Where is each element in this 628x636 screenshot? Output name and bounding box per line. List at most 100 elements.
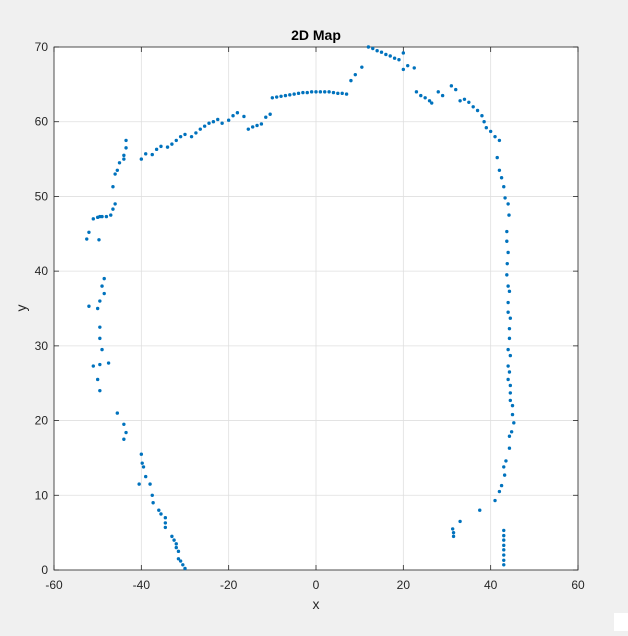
data-point: [502, 473, 507, 477]
data-point: [150, 152, 154, 157]
data-point: [507, 434, 512, 438]
data-point: [283, 93, 288, 98]
data-point: [154, 147, 159, 152]
data-point: [194, 131, 198, 135]
data-point: [157, 508, 161, 512]
x-tick-label: -20: [220, 578, 238, 592]
data-point: [148, 482, 152, 486]
data-point: [449, 84, 454, 88]
data-point: [450, 527, 455, 531]
data-point: [174, 138, 178, 143]
data-point: [246, 127, 251, 131]
data-point: [259, 122, 264, 126]
data-point: [506, 250, 510, 255]
data-point: [109, 213, 113, 217]
y-tick-label: 10: [35, 488, 49, 502]
data-point: [97, 238, 101, 242]
data-point: [139, 452, 144, 456]
data-point: [502, 538, 506, 542]
data-point: [314, 90, 318, 94]
data-point: [98, 362, 102, 367]
data-point: [139, 157, 144, 161]
data-point: [366, 45, 371, 49]
data-point: [181, 563, 185, 567]
data-point: [505, 229, 509, 234]
data-point: [122, 157, 126, 161]
data-point: [502, 465, 506, 469]
x-tick-label: -60: [45, 578, 63, 592]
data-point: [106, 361, 111, 365]
data-point: [353, 72, 357, 77]
data-point: [87, 230, 91, 234]
data-point: [151, 501, 155, 505]
data-point: [507, 336, 512, 341]
data-point: [506, 364, 510, 368]
data-point: [140, 461, 144, 465]
data-point: [508, 353, 513, 358]
data-point: [98, 214, 102, 219]
data-point: [475, 108, 480, 113]
data-point: [360, 65, 364, 69]
data-point: [510, 403, 515, 408]
data-point: [502, 543, 506, 548]
data-point: [406, 63, 410, 68]
data-point: [507, 446, 512, 450]
data-point: [454, 87, 458, 92]
data-point: [95, 306, 100, 311]
data-point: [115, 168, 120, 172]
data-point: [176, 549, 181, 554]
data-point: [183, 566, 187, 571]
data-point: [85, 237, 89, 241]
data-point: [137, 482, 141, 486]
data-point: [279, 94, 283, 99]
data-point: [124, 138, 128, 143]
y-tick-label: 40: [35, 264, 49, 278]
y-tick-label: 60: [35, 115, 49, 129]
data-point: [91, 217, 96, 221]
data-point: [301, 90, 305, 95]
data-point: [502, 558, 506, 562]
data-point: [508, 383, 513, 388]
axis-ticks: -60 -40 -20 0 20 40 60 0 10 20 30 40 50 60 70: [35, 40, 585, 592]
data-point: [144, 152, 148, 156]
data-point: [419, 93, 423, 98]
y-tick-label: 70: [35, 40, 49, 54]
data-point: [371, 46, 375, 51]
data-point: [178, 134, 183, 139]
data-point: [124, 146, 128, 150]
data-point: [318, 90, 323, 94]
data-point: [226, 118, 231, 122]
x-tick-label: 40: [484, 578, 498, 592]
data-point: [100, 347, 104, 352]
data-point: [268, 112, 272, 116]
data-point: [172, 538, 176, 542]
data-point: [98, 299, 102, 303]
data-point: [331, 90, 336, 95]
data-point: [401, 51, 406, 55]
data-point: [506, 377, 510, 382]
data-point: [207, 121, 211, 125]
data-point: [502, 528, 506, 533]
data-point: [505, 273, 509, 277]
data-point: [467, 100, 471, 104]
data-point: [165, 145, 170, 149]
data-point: [440, 93, 445, 98]
data-point: [122, 153, 126, 158]
data-point: [493, 498, 497, 503]
data-point: [480, 114, 484, 118]
data-point: [174, 542, 178, 546]
data-point: [451, 530, 456, 535]
data-point: [506, 202, 510, 206]
data-point: [506, 310, 510, 314]
data-point: [235, 111, 240, 115]
data-point: [124, 430, 128, 435]
data-point: [255, 123, 259, 128]
data-point: [275, 95, 279, 99]
data-point: [159, 512, 163, 516]
data-point: [375, 49, 379, 53]
data-point: [170, 534, 174, 539]
data-point: [507, 213, 511, 217]
data-point: [397, 58, 401, 62]
data-point: [104, 214, 109, 219]
